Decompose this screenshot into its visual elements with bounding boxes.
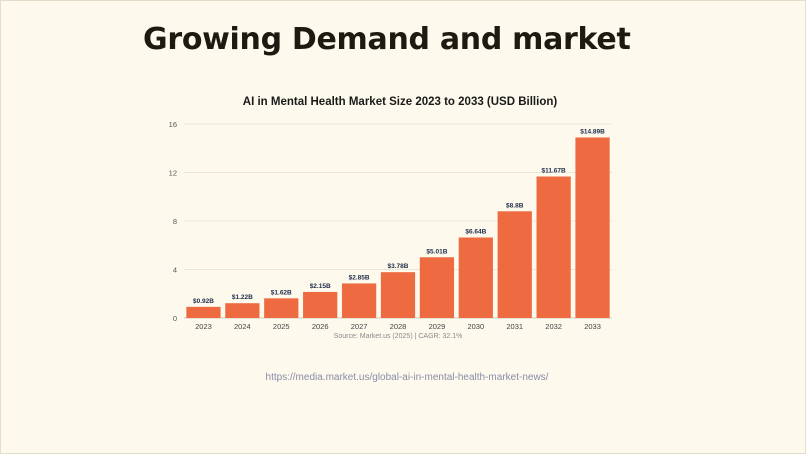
x-tick-label: 2026: [312, 322, 329, 331]
source-link[interactable]: https://media.market.us/global-ai-in-men…: [265, 372, 549, 383]
bar: [419, 257, 455, 318]
x-tick-label: 2027: [351, 322, 368, 331]
y-tick-label: 0: [173, 314, 177, 323]
y-tick-label: 8: [173, 217, 177, 226]
x-tick-label: 2031: [506, 322, 523, 331]
bar: [497, 211, 532, 318]
bar: [225, 303, 260, 318]
bar: [458, 237, 493, 318]
x-tick-label: 2025: [273, 322, 290, 331]
x-tick-label: 2024: [234, 322, 251, 331]
chart-title: AI in Mental Health Market Size 2023 to …: [242, 96, 558, 108]
data-label: $2.85B: [349, 274, 370, 281]
bar: [575, 137, 610, 318]
x-tick-label: 2029: [429, 322, 446, 331]
source-note: Source: Market.us (2025) | CAGR: 32.1%: [334, 333, 463, 340]
bar: [303, 291, 338, 318]
data-label: $1.22B: [232, 294, 253, 301]
data-label: $6.64B: [465, 228, 486, 235]
data-label: $14.89B: [580, 128, 605, 135]
data-label: $2.15B: [310, 283, 331, 290]
chart-svg: 0 4 8 12 16 $0.92B 2023 $1.22B 2024 $1.62B 2025 $2.…: [169, 120, 612, 340]
data-label: $0.92B: [193, 298, 214, 305]
x-tick-label: 2032: [545, 322, 562, 331]
bar: [264, 298, 299, 318]
data-label: $1.62B: [271, 289, 292, 296]
data-label: $11.67B: [542, 168, 567, 175]
bar: [380, 272, 416, 318]
data-label: $8.8B: [506, 202, 524, 209]
bar: [536, 176, 571, 318]
data-label: $5.01B: [426, 248, 447, 255]
y-tick-label: 4: [173, 266, 177, 275]
y-tick-label: 12: [169, 169, 177, 178]
x-tick-label: 2033: [584, 322, 601, 331]
chart: AI in Mental Health Market Size 2023 to …: [150, 90, 650, 350]
bar: [341, 283, 377, 318]
x-tick-label: 2030: [467, 322, 484, 331]
x-tick-label: 2028: [390, 322, 407, 331]
y-tick-label: 16: [169, 120, 177, 129]
x-tick-label: 2023: [195, 322, 212, 331]
slide-title: Growing Demand and market: [143, 22, 631, 57]
bar: [186, 306, 221, 318]
data-label: $3.78B: [388, 263, 409, 270]
